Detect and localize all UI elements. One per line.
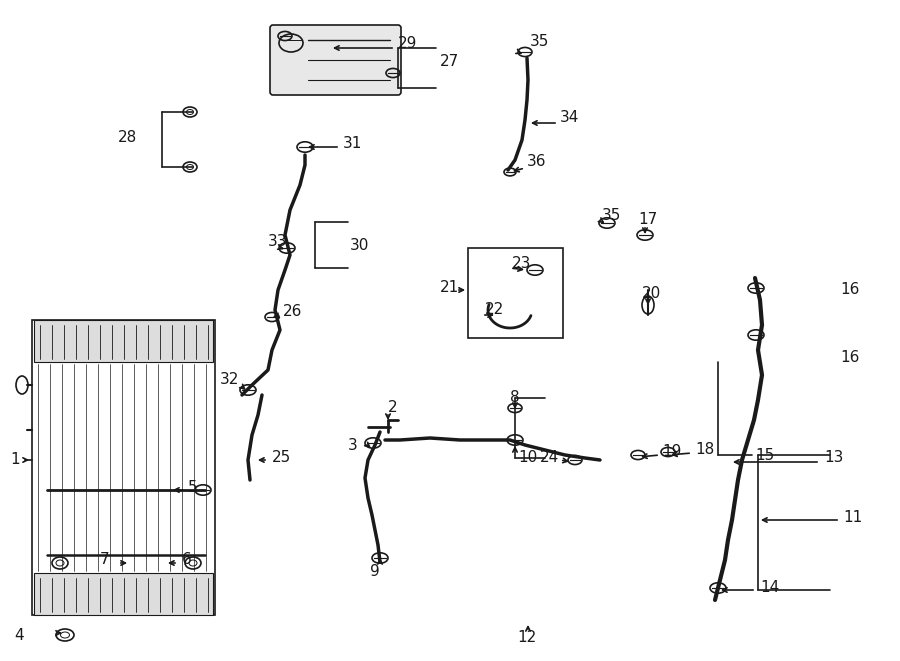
Text: 36: 36 — [527, 155, 546, 169]
Text: 8: 8 — [510, 389, 519, 405]
Text: 29: 29 — [398, 36, 418, 52]
Text: 21: 21 — [440, 280, 459, 295]
Text: 17: 17 — [638, 212, 657, 227]
Text: 10: 10 — [518, 449, 537, 465]
Text: 35: 35 — [602, 208, 621, 223]
Text: 1: 1 — [10, 453, 20, 467]
Text: 22: 22 — [485, 303, 504, 317]
Text: 31: 31 — [343, 136, 363, 151]
Text: 2: 2 — [388, 401, 398, 416]
Text: 20: 20 — [642, 286, 662, 301]
Text: 14: 14 — [760, 580, 779, 596]
Text: 24: 24 — [540, 451, 559, 465]
Text: 23: 23 — [512, 256, 531, 270]
Text: 33: 33 — [268, 235, 287, 249]
FancyBboxPatch shape — [270, 25, 401, 95]
Text: 19: 19 — [662, 444, 681, 459]
Text: 28: 28 — [118, 130, 137, 145]
Text: 16: 16 — [840, 282, 860, 297]
Text: 6: 6 — [182, 553, 192, 568]
Text: 32: 32 — [220, 373, 239, 387]
Text: 11: 11 — [843, 510, 862, 525]
Text: 15: 15 — [755, 447, 774, 463]
Text: 27: 27 — [440, 54, 459, 69]
Text: 34: 34 — [560, 110, 580, 126]
Text: 26: 26 — [283, 305, 302, 319]
Text: 35: 35 — [530, 34, 549, 50]
Bar — [468, 248, 563, 338]
Text: 13: 13 — [824, 451, 843, 465]
Bar — [34, 320, 213, 362]
Text: 9: 9 — [370, 564, 380, 580]
Text: 18: 18 — [695, 442, 715, 457]
Text: 3: 3 — [348, 438, 358, 453]
Text: 5: 5 — [188, 481, 198, 496]
Text: 30: 30 — [350, 237, 369, 253]
Bar — [32, 320, 215, 615]
Text: 16: 16 — [840, 350, 860, 366]
Text: 25: 25 — [272, 451, 292, 465]
Text: 4: 4 — [14, 627, 23, 642]
Text: 7: 7 — [100, 553, 110, 568]
Text: 12: 12 — [517, 631, 536, 646]
Bar — [34, 573, 213, 615]
